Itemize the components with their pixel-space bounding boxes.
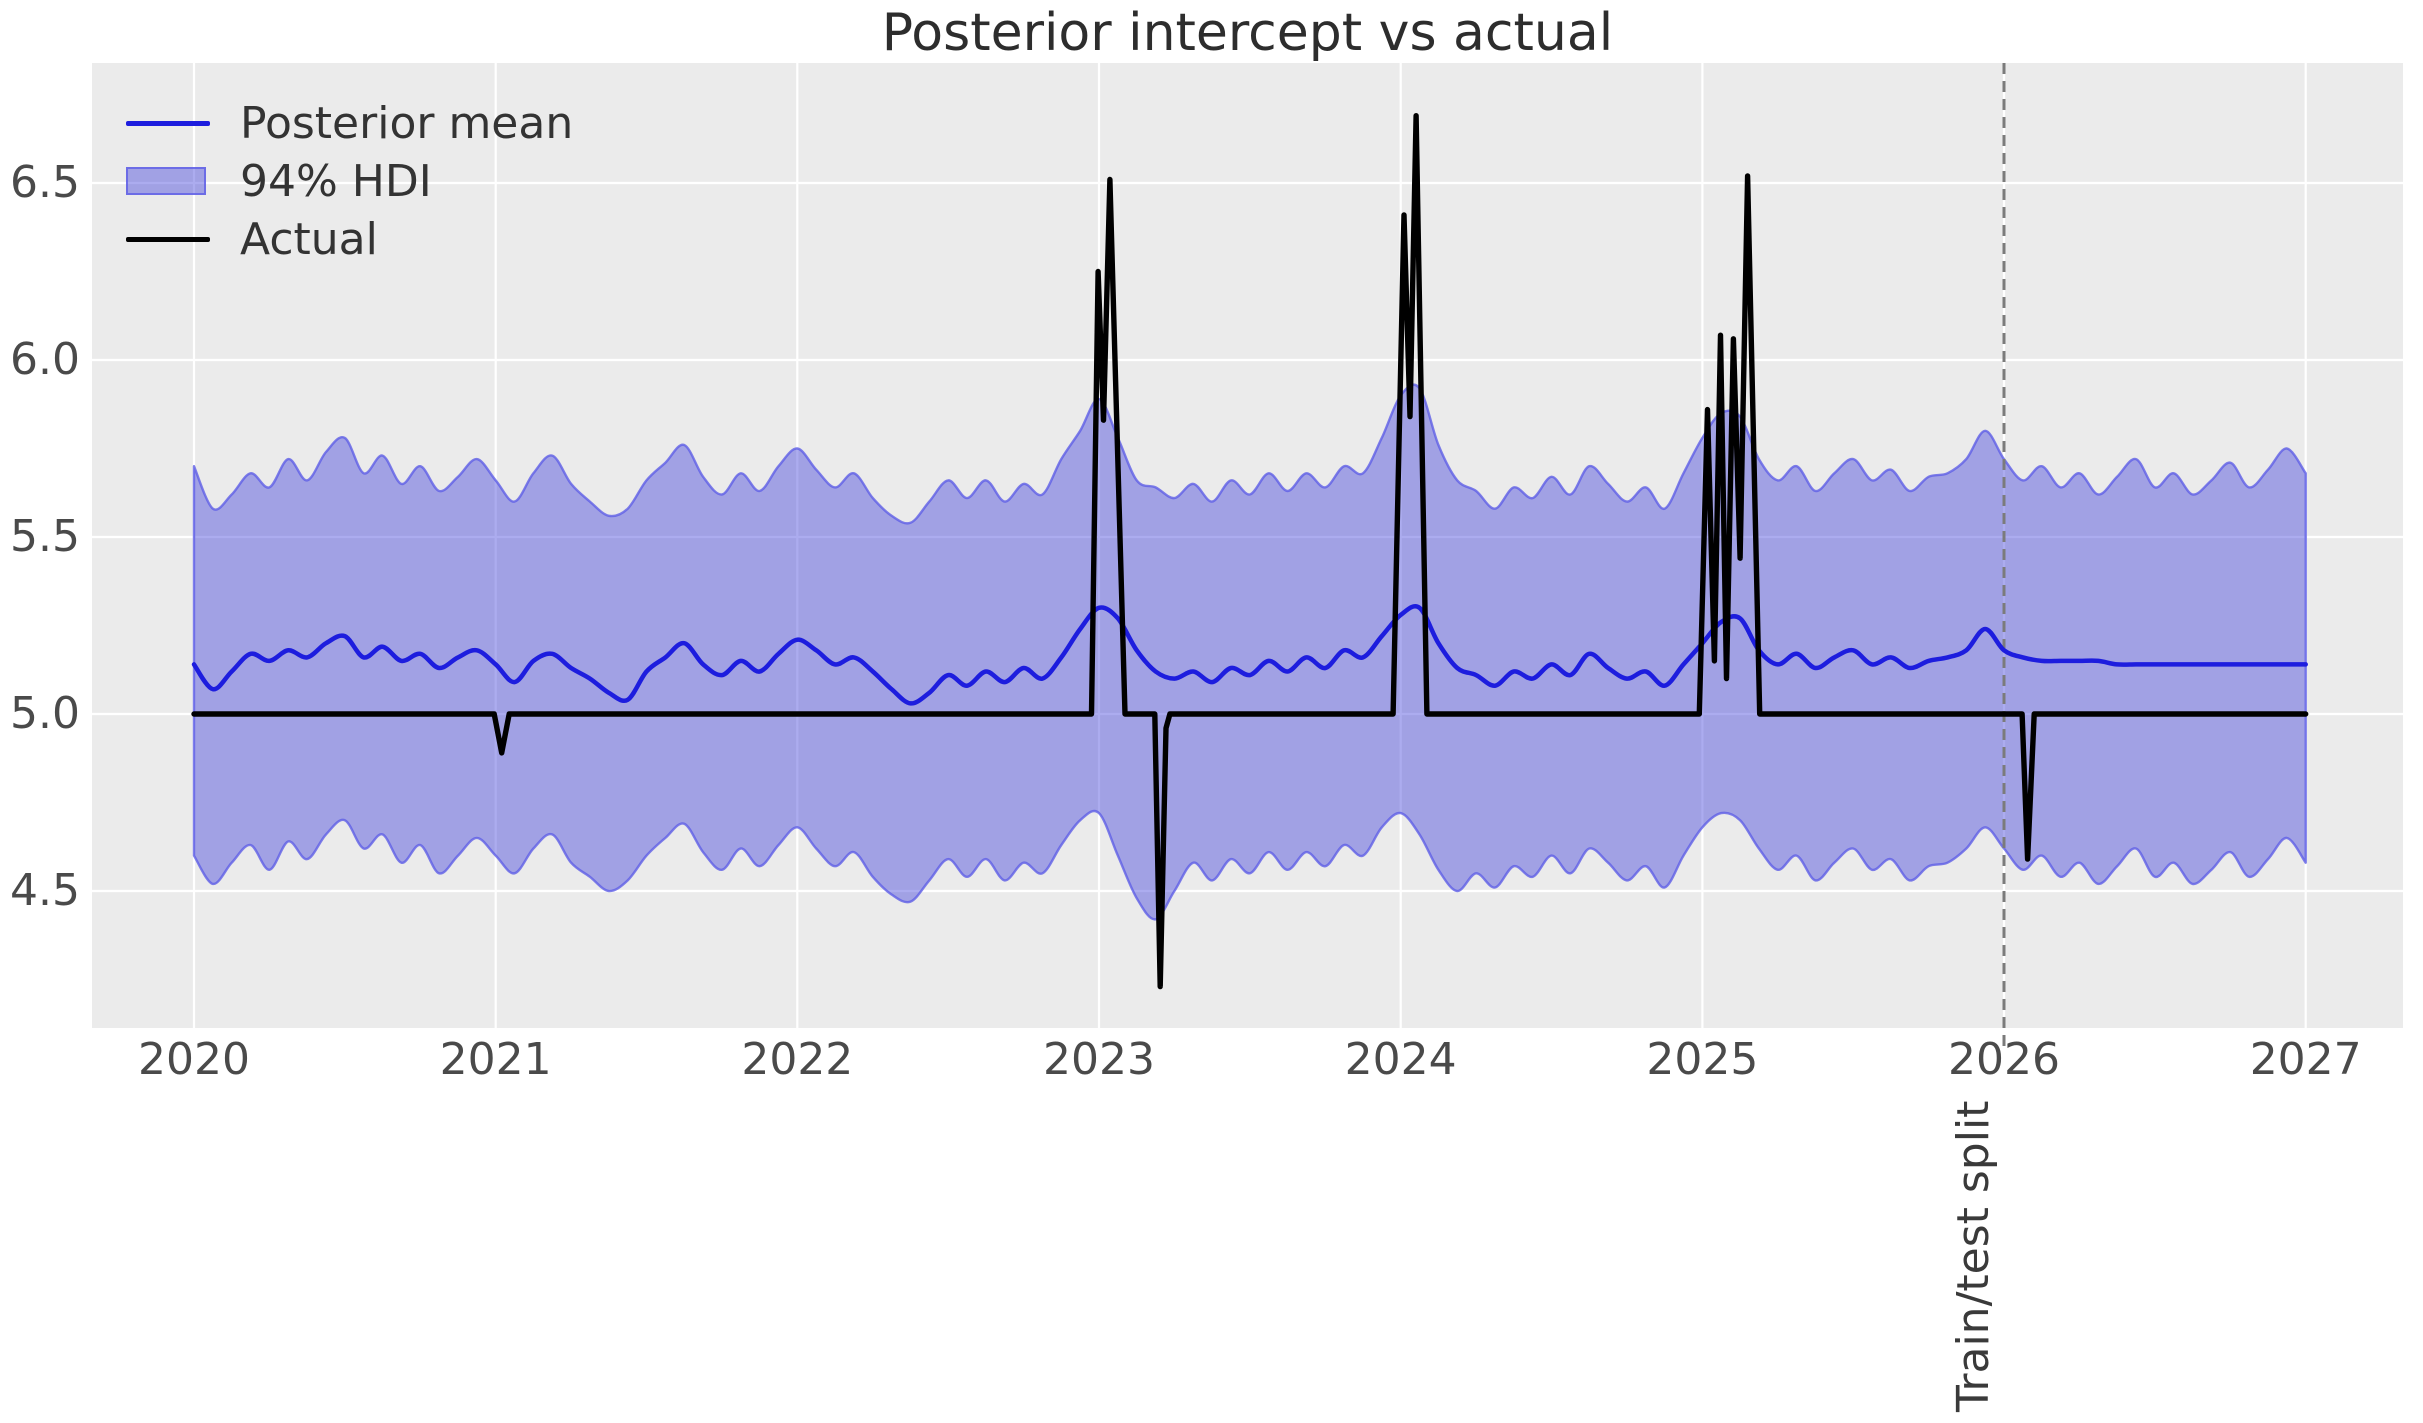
x-tick-label: 2025 xyxy=(1646,1034,1759,1085)
hdi-patch-swatch xyxy=(126,167,210,195)
legend-item-hdi: 94% HDI xyxy=(126,152,573,210)
x-tick-label: 2022 xyxy=(741,1034,854,1085)
x-tick-label: 2024 xyxy=(1344,1034,1457,1085)
legend-item-posterior-mean: Posterior mean xyxy=(126,94,573,152)
y-tick-label: 6.0 xyxy=(10,334,80,385)
posterior-mean-line-swatch xyxy=(126,120,210,126)
train-test-split-label: Train/test split xyxy=(1948,1100,1999,1412)
legend-label-posterior-mean: Posterior mean xyxy=(240,97,574,149)
y-tick-label: 5.5 xyxy=(10,511,80,562)
x-tick-label: 2020 xyxy=(138,1034,250,1085)
actual-line-swatch xyxy=(126,236,210,242)
y-tick-label: 4.5 xyxy=(10,865,80,916)
legend: Posterior mean 94% HDI Actual xyxy=(126,94,573,268)
x-tick-label: 2027 xyxy=(2249,1034,2362,1085)
x-tick-label: 2021 xyxy=(439,1034,552,1085)
hdi-band xyxy=(192,383,2307,921)
y-tick-label: 5.0 xyxy=(10,688,80,739)
legend-item-actual: Actual xyxy=(126,210,573,268)
chart-title: Posterior intercept vs actual xyxy=(881,3,1614,63)
posterior-mean-line xyxy=(191,604,2308,706)
legend-label-actual: Actual xyxy=(240,213,378,265)
actual-line xyxy=(191,113,2309,990)
x-tick-label: 2026 xyxy=(1948,1034,2060,1085)
y-tick-label: 6.5 xyxy=(10,157,80,208)
legend-label-hdi: 94% HDI xyxy=(240,155,432,207)
x-tick-label: 2023 xyxy=(1043,1034,1155,1085)
